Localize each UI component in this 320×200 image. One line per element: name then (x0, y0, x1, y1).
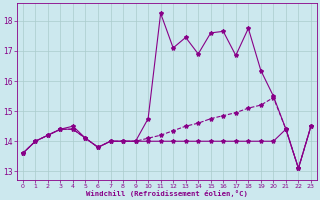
X-axis label: Windchill (Refroidissement éolien,°C): Windchill (Refroidissement éolien,°C) (86, 190, 248, 197)
